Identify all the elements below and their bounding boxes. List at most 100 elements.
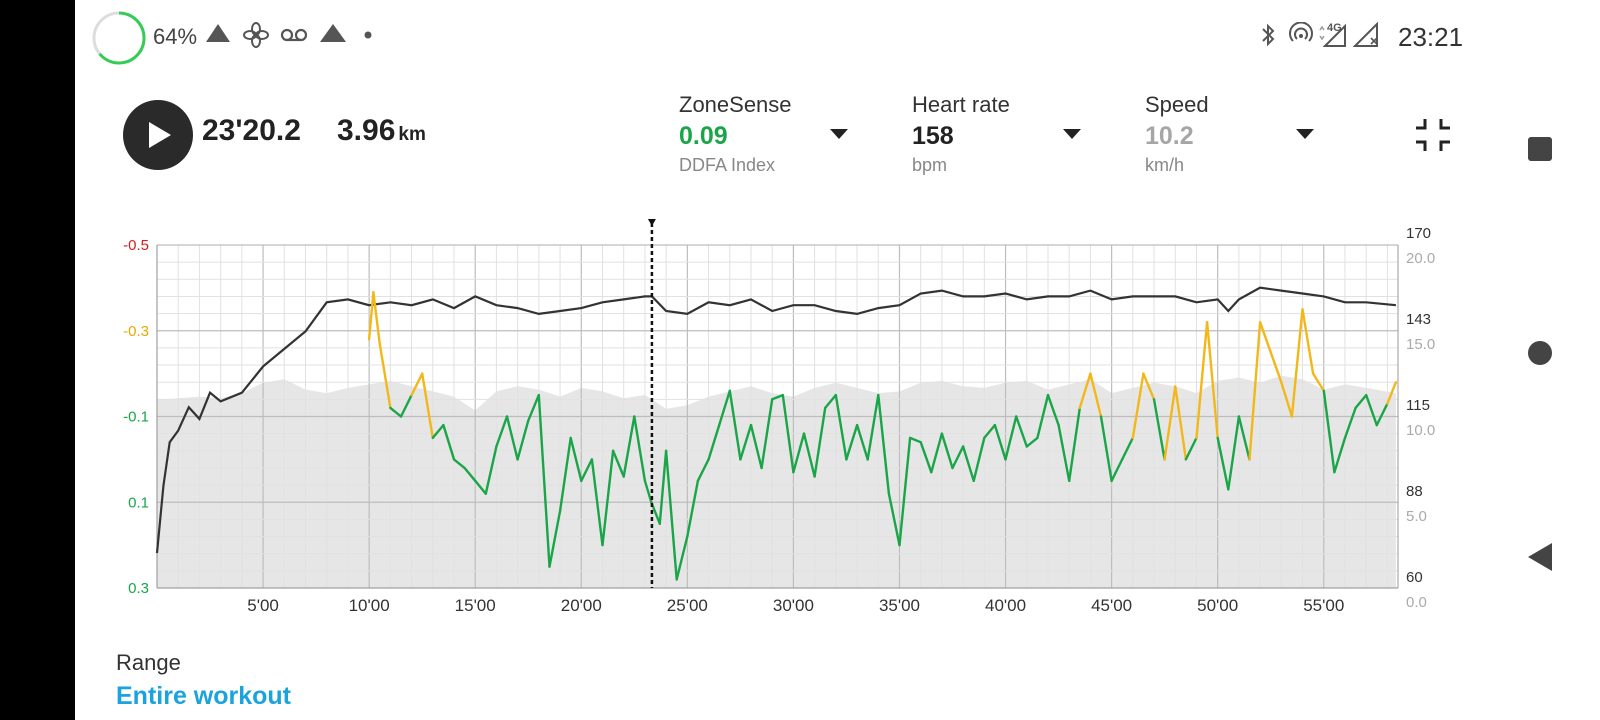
zonesense-segment [590,458,604,547]
zonesense-segment [845,423,859,461]
range-selector[interactable]: Entire workout [116,682,292,710]
zonesense-segment [1216,436,1230,491]
zonesense-segment [887,492,901,547]
zonesense-segment [431,423,445,440]
zonesense-segment [1099,415,1113,482]
zonesense-segment [1152,398,1166,461]
zonesense-segment [1068,406,1081,482]
zonesense-segment [399,393,413,418]
zonesense-segment [1248,320,1262,461]
zonesense-segment [813,406,827,478]
zonesense-segment [1386,380,1398,405]
zonesense-segment [580,458,594,482]
zonesense-segment [1301,308,1315,375]
zonesense-segment [781,393,795,474]
chevron-down-icon[interactable] [1062,128,1082,140]
zonesense-segment [696,458,710,482]
metric-label: ZoneSense [679,92,792,117]
zonesense-segment [1174,385,1188,461]
workout-distance: 3.96 km [337,114,426,148]
zonesense-segment [474,479,487,495]
zonesense-segment [463,466,477,482]
hr-tick-label: 170 [1406,225,1431,242]
zonesense-segment [1110,458,1124,482]
zonesense-segment [558,436,572,512]
zonesense-segment [1036,393,1050,440]
navigation-bar [1525,0,1600,720]
zonesense-segment [824,393,837,410]
workout-screen: 64% 4G 23:21 23'20.2 3.96 km ZoneSense 0.… [75,0,1525,720]
zonesense-segment [866,393,880,461]
zonesense-segment [1364,393,1379,427]
zonesense-segment [1131,372,1145,440]
zonesense-segment [1004,415,1018,461]
zonesense-segment [484,445,498,495]
collapse-fullscreen-icon[interactable] [1413,116,1453,154]
zonesense-segment [908,436,922,444]
hr-tick-label: 115 [1406,397,1430,414]
zonesense-segment [378,342,392,410]
zonesense-segment [1343,406,1357,440]
metric-value: 10.2 [1145,122,1194,150]
chevron-down-icon[interactable] [1295,128,1315,140]
zonesense-segment [961,445,975,482]
metric-unit: km/h [1145,155,1185,175]
battery-percent: 64% [153,24,198,49]
zonesense-segment [1258,320,1272,354]
ddfa-tick-label: -0.3 [123,323,149,340]
speed-tick-label: 5.0 [1406,508,1427,525]
x-tick-label: 5'00 [247,596,279,615]
zonesense-segment [951,445,965,470]
voicemail-icon [280,28,308,42]
zonesense-segment [1089,372,1103,418]
zonesense-segment [658,449,668,525]
zonesense-segment [1184,436,1198,461]
zonesense-segment [622,415,636,478]
zonesense-segment [940,432,954,470]
workout-chart[interactable]: -0.5 -0.3 -0.1 0.1 0.3 170 143 115 88 60 20.0 15.0 1… [75,215,1525,625]
zonesense-segment [919,440,933,474]
zonesense-segment [1142,372,1156,401]
zonesense-segment [1046,393,1060,427]
zonesense-segment [930,432,944,474]
play-button[interactable] [123,100,193,170]
play-icon [149,122,171,148]
metric-speed[interactable]: Speed 10.2 km/h [1145,92,1325,176]
x-tick-label: 10'00 [349,596,390,615]
x-tick-label: 50'00 [1197,596,1238,615]
clock: 23:21 [1398,22,1464,52]
zonesense-segment [792,432,806,474]
zonesense-segment [664,449,678,581]
home-icon[interactable] [1527,340,1553,366]
zonesense-segment [749,423,763,470]
x-tick-label: 25'00 [667,596,708,615]
metric-value: 158 [912,122,954,150]
zonesense-segment [643,479,653,504]
zonesense-segment [442,423,456,461]
zonesense-segment [1120,436,1135,461]
zonesense-segment [898,436,912,547]
signal-x-icon [1352,22,1378,47]
zonesense-segment [1290,308,1304,418]
zonesense-segment [569,436,583,482]
speed-tick-label: 0.0 [1406,594,1427,611]
x-tick-label: 15'00 [455,596,496,615]
metric-heart-rate[interactable]: Heart rate 158 bpm [912,92,1092,176]
zonesense-segment [1057,423,1071,482]
ddfa-tick-label: -0.5 [123,237,149,254]
speed-area [157,375,1396,588]
zonesense-segment [410,372,424,397]
hr-tick-label: 88 [1406,483,1423,500]
recents-icon[interactable] [1527,136,1553,162]
zonesense-segment [993,423,1007,461]
back-icon[interactable] [1527,542,1553,572]
chevron-down-icon[interactable] [829,128,849,140]
metric-zonesense[interactable]: ZoneSense 0.09 DDFA Index [679,92,859,176]
status-bar: 64% 4G 23:21 [75,0,1525,72]
zonesense-segment [1375,402,1389,427]
zonesense-segment [760,398,774,470]
x-tick-label: 40'00 [985,596,1026,615]
zonesense-segment [452,458,466,470]
bluetooth-icon [1262,23,1275,47]
zonesense-segment [1025,436,1039,448]
